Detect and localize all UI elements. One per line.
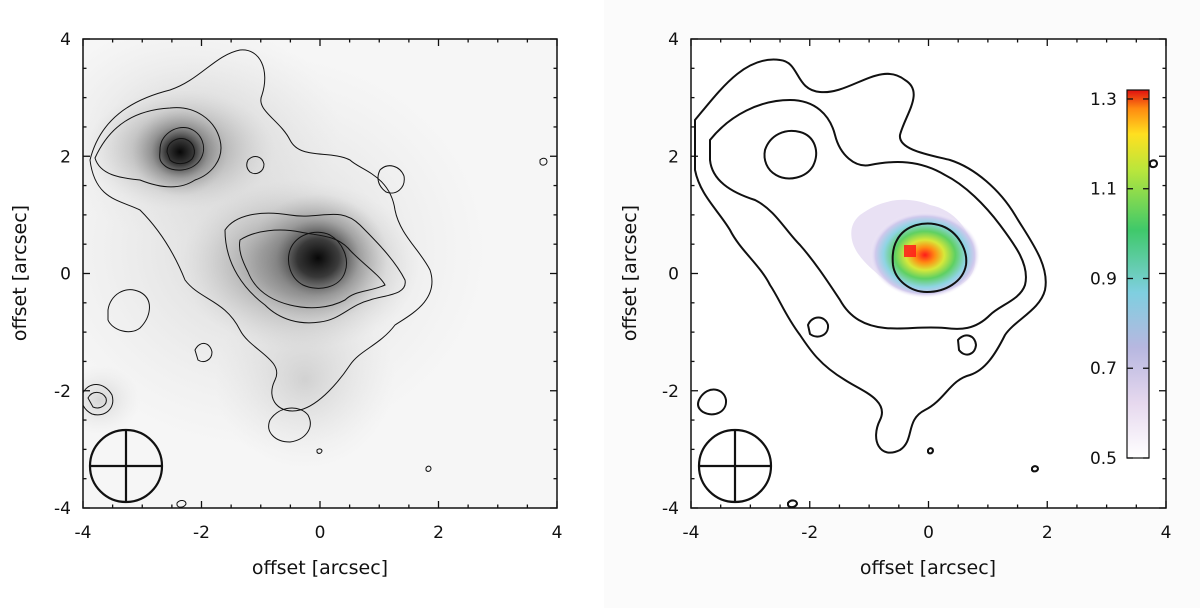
right-tick-labels: -4 -2 0 2 4 -4 -2 0 2 4 bbox=[662, 30, 1171, 543]
colorbar-ticks: 0.5 0.7 0.9 1.1 1.3 bbox=[1090, 90, 1149, 469]
right-color-image bbox=[691, 39, 1166, 508]
right-y-tick-label: -2 bbox=[662, 382, 679, 402]
left-y-tick-label: 0 bbox=[60, 265, 71, 285]
hot-spot bbox=[870, 212, 980, 298]
right-x-axis-label: offset [arcsec] bbox=[860, 557, 996, 579]
colorbar-tick-label: 0.7 bbox=[1090, 359, 1117, 379]
right-x-tick-label: -2 bbox=[801, 523, 818, 543]
left-y-tick-label: -2 bbox=[54, 382, 71, 402]
left-y-tick-label: 4 bbox=[60, 30, 71, 50]
left-x-axis-label: offset [arcsec] bbox=[252, 557, 388, 579]
left-y-tick-label: -4 bbox=[54, 499, 71, 519]
left-panel: -4 -2 0 2 4 -4 -2 0 2 4 offset [arcsec] offset [a… bbox=[9, 30, 562, 579]
right-x-tick-label: 0 bbox=[923, 523, 934, 543]
left-y-axis-label: offset [arcsec] bbox=[9, 205, 31, 341]
right-x-tick-label: 2 bbox=[1042, 523, 1053, 543]
left-y-tick-label: 2 bbox=[60, 147, 71, 167]
left-contours bbox=[83, 49, 548, 508]
right-y-tick-label: 2 bbox=[668, 147, 679, 167]
right-panel: 0.5 0.7 0.9 1.1 1.3 -4 -2 0 2 4 -4 -2 0 2 4 offset [a… bbox=[619, 30, 1171, 579]
left-tick-labels: -4 -2 0 2 4 -4 -2 0 2 4 bbox=[54, 30, 562, 543]
colorbar-frame bbox=[1126, 89, 1150, 459]
right-y-tick-label: -4 bbox=[662, 499, 679, 519]
left-grayscale-image bbox=[83, 39, 557, 508]
right-y-axis-label: offset [arcsec] bbox=[619, 205, 641, 341]
right-x-tick-label: 4 bbox=[1161, 523, 1172, 543]
colorbar-tick-label: 0.5 bbox=[1090, 449, 1117, 469]
left-x-tick-label: -2 bbox=[193, 523, 210, 543]
left-ticks bbox=[82, 38, 558, 509]
colorbar-tick-label: 1.1 bbox=[1090, 180, 1117, 200]
colorbar bbox=[1127, 90, 1149, 458]
left-x-tick-label: -4 bbox=[75, 523, 92, 543]
colorbar-tick-label: 0.9 bbox=[1090, 269, 1117, 289]
left-beam-marker bbox=[88, 428, 164, 504]
right-y-tick-label: 0 bbox=[668, 265, 679, 285]
left-x-tick-label: 4 bbox=[552, 523, 563, 543]
right-beam-marker bbox=[697, 428, 773, 504]
right-x-tick-label: -4 bbox=[683, 523, 700, 543]
right-y-tick-label: 4 bbox=[668, 30, 679, 50]
left-x-tick-label: 0 bbox=[315, 523, 326, 543]
right-ticks bbox=[690, 38, 1167, 509]
left-x-tick-label: 2 bbox=[433, 523, 444, 543]
colorbar-tick-label: 1.3 bbox=[1090, 90, 1117, 110]
right-contours bbox=[694, 58, 1159, 508]
